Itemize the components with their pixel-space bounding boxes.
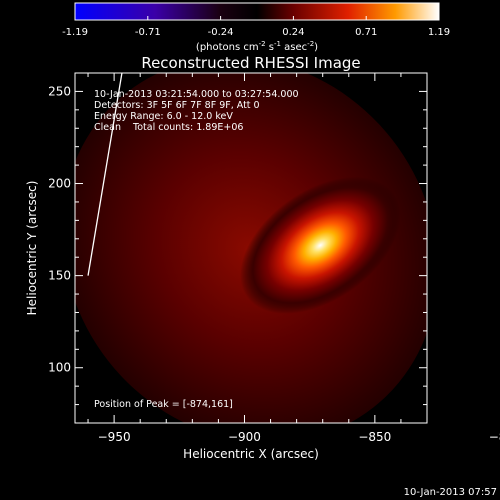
colorbar-ticks: -1.19 -0.71 -0.24 0.24 0.71 1.19	[62, 16, 450, 38]
solar-limb-line	[87, 73, 123, 276]
peak-emission-blob	[240, 176, 401, 314]
footer-timestamp: 10-Jan-2013 07:57	[404, 487, 497, 498]
colorbar-tick-label: 1.19	[428, 27, 450, 38]
annotation-time-range: 10-Jan-2013 03:21:54.000 to 03:27:54.000	[94, 89, 299, 100]
y-tick-label: 250	[48, 84, 71, 98]
peak-position-label: Position of Peak = [-874,161]	[94, 399, 233, 410]
x-tick-label: −800	[489, 430, 500, 444]
colorbar-tick-label: 0.71	[355, 27, 377, 38]
colorbar: -1.19 -0.71 -0.24 0.24 0.71 1.19 (photons cm-…	[62, 2, 450, 53]
chart-title: Reconstructed RHESSI Image	[141, 54, 360, 72]
colorbar-tick-label: -1.19	[62, 27, 88, 38]
annotation-energy-range: Energy Range: 6.0 - 12.0 keV	[94, 111, 233, 122]
y-axis-label: Heliocentric Y (arcsec)	[25, 181, 39, 316]
x-tick-label: −900	[228, 430, 261, 444]
x-tick-label: −850	[358, 430, 391, 444]
colorbar-tick-label: 0.24	[282, 27, 304, 38]
y-axis-ticks: 100 150 200 250	[48, 72, 427, 406]
annotation-total-counts: Clean Total counts: 1.89E+06	[94, 122, 243, 133]
annotation-detectors: Detectors: 3F 5F 6F 7F 8F 9F, Att 0	[94, 100, 260, 111]
y-tick-label: 200	[48, 177, 71, 191]
colorbar-label: (photons cm-2 s-1 asec-2)	[196, 40, 318, 53]
colorbar-tick-label: -0.71	[135, 27, 161, 38]
x-axis-ticks: −950 −900 −850 −800	[87, 73, 500, 444]
colorbar-gradient	[74, 2, 440, 21]
colorbar-tick-label: -0.24	[208, 27, 234, 38]
y-tick-label: 100	[48, 361, 71, 375]
y-tick-label: 150	[48, 269, 71, 283]
x-tick-label: −950	[98, 430, 131, 444]
x-axis-label: Heliocentric X (arcsec)	[183, 447, 319, 461]
